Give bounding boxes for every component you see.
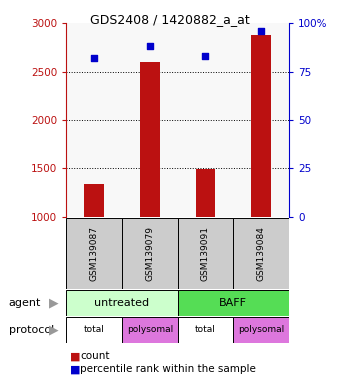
Bar — [66, 317, 122, 343]
Text: GSM139087: GSM139087 — [90, 226, 99, 281]
Bar — [66, 218, 122, 289]
Text: GDS2408 / 1420882_a_at: GDS2408 / 1420882_a_at — [90, 13, 250, 26]
Text: total: total — [84, 325, 105, 334]
Text: ▶: ▶ — [49, 296, 58, 309]
Text: ■: ■ — [70, 364, 80, 374]
Bar — [122, 317, 178, 343]
Point — [203, 53, 208, 59]
Text: GSM139079: GSM139079 — [145, 226, 154, 281]
Text: total: total — [195, 325, 216, 334]
Bar — [140, 62, 159, 217]
Text: protocol: protocol — [8, 324, 54, 335]
Point — [258, 28, 264, 34]
Text: percentile rank within the sample: percentile rank within the sample — [80, 364, 256, 374]
Bar — [122, 218, 178, 289]
Bar — [233, 317, 289, 343]
Bar — [66, 290, 178, 316]
Bar — [84, 184, 104, 217]
Text: polysomal: polysomal — [238, 325, 284, 334]
Text: agent: agent — [8, 298, 41, 308]
Text: ■: ■ — [70, 351, 80, 361]
Text: GSM139084: GSM139084 — [257, 226, 266, 281]
Bar — [178, 317, 233, 343]
Text: BAFF: BAFF — [219, 298, 247, 308]
Bar — [251, 35, 271, 217]
Text: polysomal: polysomal — [127, 325, 173, 334]
Bar — [178, 218, 233, 289]
Point — [91, 55, 97, 61]
Point — [147, 43, 153, 50]
Text: ▶: ▶ — [49, 323, 58, 336]
Text: untreated: untreated — [95, 298, 150, 308]
Text: GSM139091: GSM139091 — [201, 226, 210, 281]
Bar — [196, 169, 215, 217]
Text: count: count — [80, 351, 109, 361]
Bar — [178, 290, 289, 316]
Bar — [233, 218, 289, 289]
